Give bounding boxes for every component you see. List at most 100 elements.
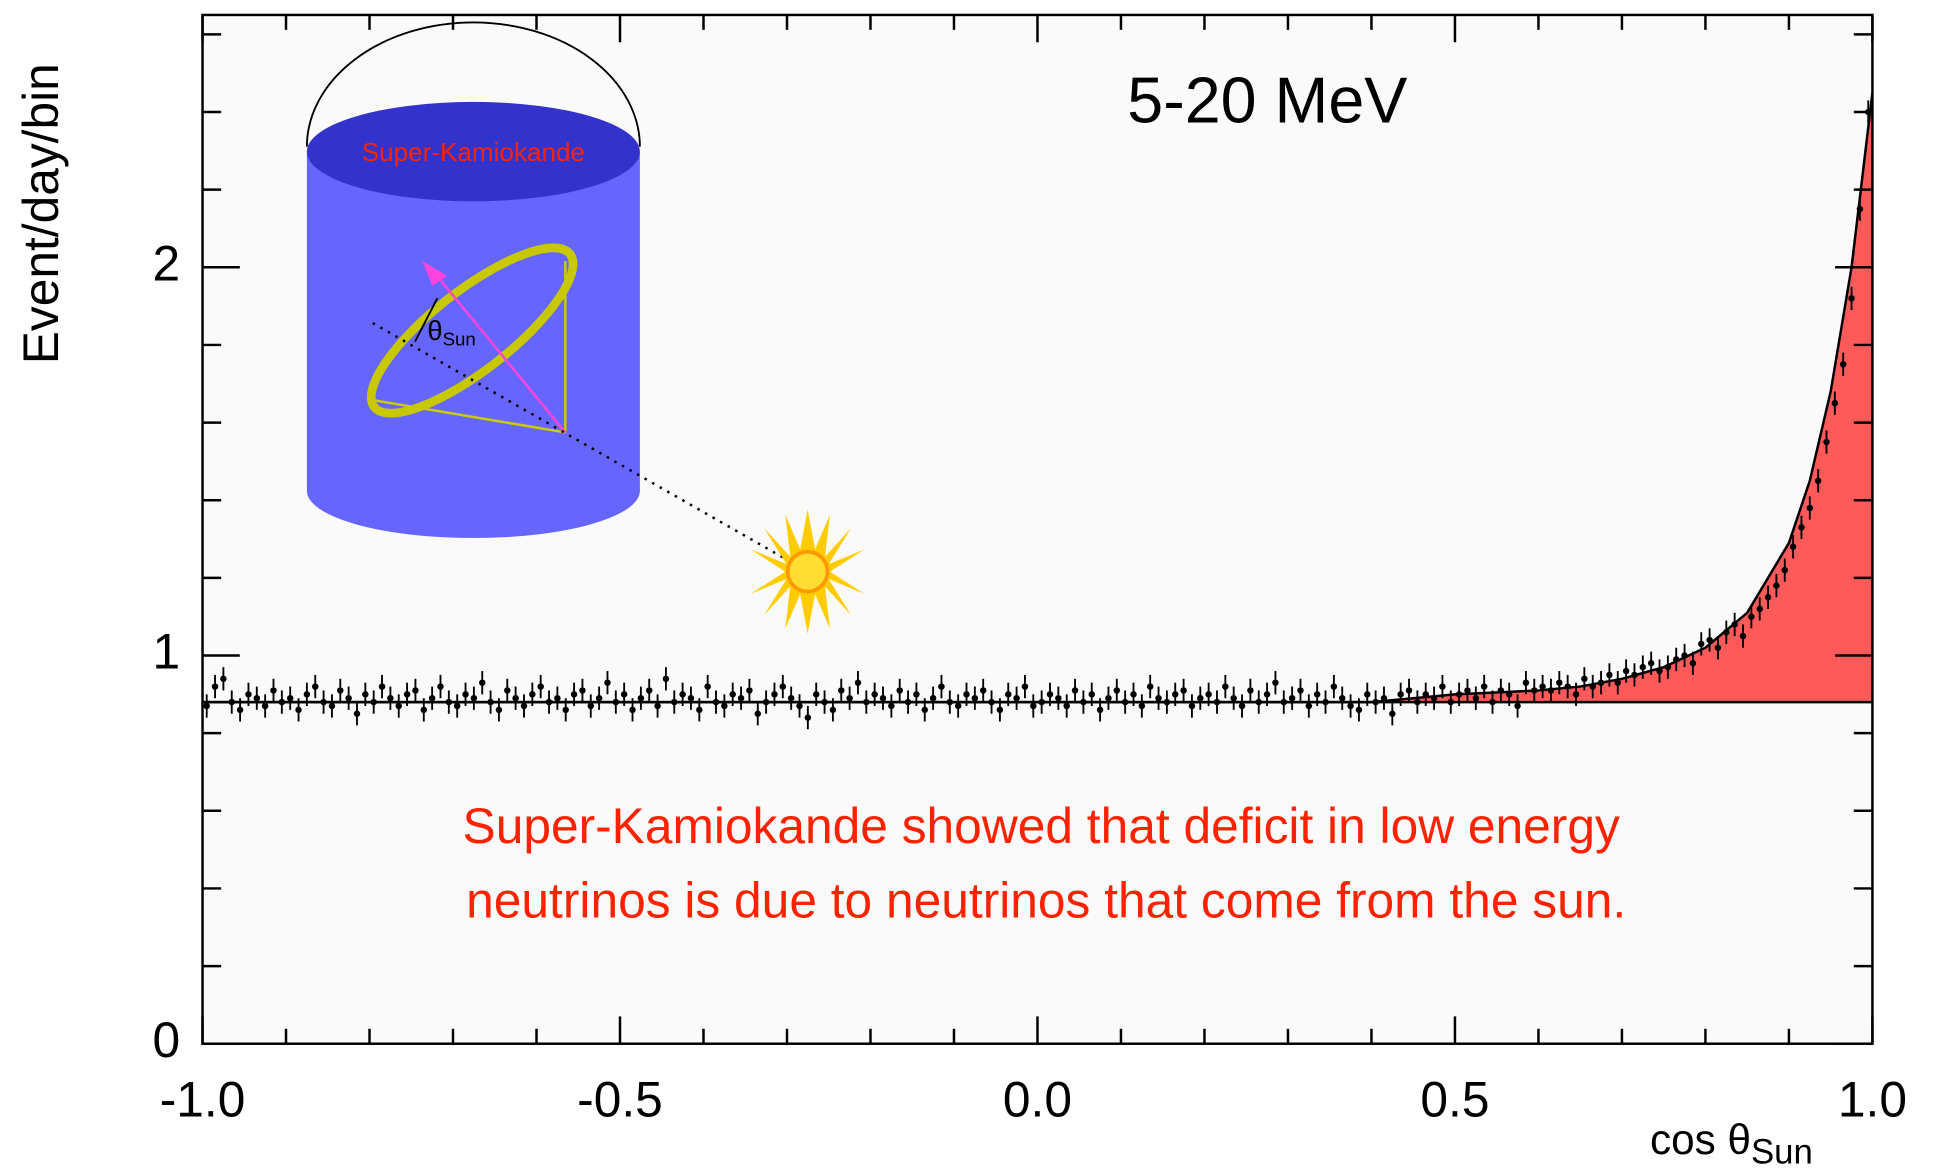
data-point (337, 687, 344, 694)
data-point (1197, 694, 1204, 702)
data-point (979, 687, 987, 694)
data-point (921, 706, 928, 714)
data-point (1330, 683, 1338, 690)
data-point (1698, 640, 1705, 648)
data-point (1263, 691, 1271, 698)
data-point (1046, 691, 1054, 698)
data-point (1272, 679, 1279, 686)
data-point (1614, 679, 1621, 686)
data-point (261, 702, 269, 710)
data-point (462, 691, 469, 698)
data-point (988, 698, 995, 706)
data-point (1664, 663, 1672, 671)
data-point (378, 683, 386, 690)
x-tick-label: 0.5 (1420, 1071, 1489, 1127)
x-tick-label: 1.0 (1838, 1071, 1907, 1127)
data-point (1572, 691, 1580, 698)
data-point (512, 694, 519, 702)
data-point (1255, 698, 1262, 706)
y-tick-label: 2 (153, 235, 181, 291)
data-point (746, 687, 753, 694)
data-point (1781, 566, 1788, 574)
data-point (1238, 702, 1246, 710)
data-point (913, 691, 920, 698)
annotation: neutrinos is due to neutrinos that come … (466, 873, 1626, 929)
x-tick-label: -1.0 (160, 1071, 246, 1127)
data-point (1647, 660, 1655, 667)
data-point (1338, 694, 1346, 702)
data-point (1138, 702, 1146, 710)
tank-top (306, 101, 640, 202)
chart-title: 5-20 MeV (1127, 65, 1407, 137)
data-point (645, 687, 653, 694)
data-point (470, 694, 478, 702)
data-point (1731, 621, 1738, 628)
data-point (437, 683, 444, 690)
data-point (487, 698, 494, 706)
data-point (320, 698, 327, 706)
data-point (1714, 644, 1722, 651)
data-point (1071, 687, 1079, 694)
data-point (587, 702, 595, 710)
inset-illustration: Super-Kamiokande θSun (305, 21, 865, 634)
data-point (1405, 687, 1413, 694)
data-point (1823, 438, 1830, 446)
data-point (1547, 687, 1555, 694)
data-point (403, 691, 411, 698)
signal-area (1371, 92, 1873, 703)
data-point (771, 691, 778, 698)
data-point (1430, 694, 1438, 702)
data-point (328, 702, 336, 710)
data-point (787, 694, 795, 702)
data-point (1389, 710, 1396, 717)
data-point (954, 702, 962, 710)
data-point (1839, 361, 1847, 368)
data-point (445, 698, 453, 706)
data-point (286, 694, 294, 702)
data-point (871, 691, 878, 698)
data-point (1422, 691, 1429, 698)
tank-dome (305, 21, 641, 147)
data-point (595, 694, 603, 702)
data-point (236, 706, 244, 714)
data-point (1222, 683, 1229, 690)
data-point (520, 702, 528, 710)
y-axis-label: Event/day/bin (13, 63, 69, 364)
data-point (963, 691, 970, 698)
data-point (1005, 691, 1012, 698)
data-point (1581, 675, 1588, 683)
data-point (721, 702, 728, 710)
data-point (612, 698, 620, 706)
data-point (562, 706, 569, 714)
data-point (353, 710, 361, 717)
data-point (1764, 594, 1772, 601)
data-point (1739, 632, 1747, 640)
data-point (796, 702, 803, 710)
data-point (211, 683, 219, 690)
data-point (888, 702, 895, 710)
data-point (1564, 683, 1571, 690)
data-point (754, 710, 761, 717)
y-tick-label: 0 (153, 1012, 181, 1068)
data-point (295, 706, 302, 714)
arrow-head (422, 260, 448, 286)
data-point (1639, 663, 1647, 671)
data-point (946, 698, 954, 706)
data-point (428, 694, 436, 702)
data-point (1380, 694, 1388, 702)
data-point (1656, 667, 1663, 675)
data-point (228, 698, 235, 706)
inset-label: Super-Kamiokande (362, 137, 585, 167)
x-tick-label: 0.0 (1003, 1071, 1072, 1127)
data-point (1055, 694, 1062, 702)
data-point (938, 683, 945, 690)
data-point (804, 714, 812, 721)
sun (750, 509, 865, 634)
data-point (504, 687, 511, 694)
data-point (821, 698, 828, 706)
data-point (679, 691, 686, 698)
data-point (1447, 698, 1455, 706)
data-point (896, 687, 903, 694)
data-point (1748, 613, 1755, 620)
